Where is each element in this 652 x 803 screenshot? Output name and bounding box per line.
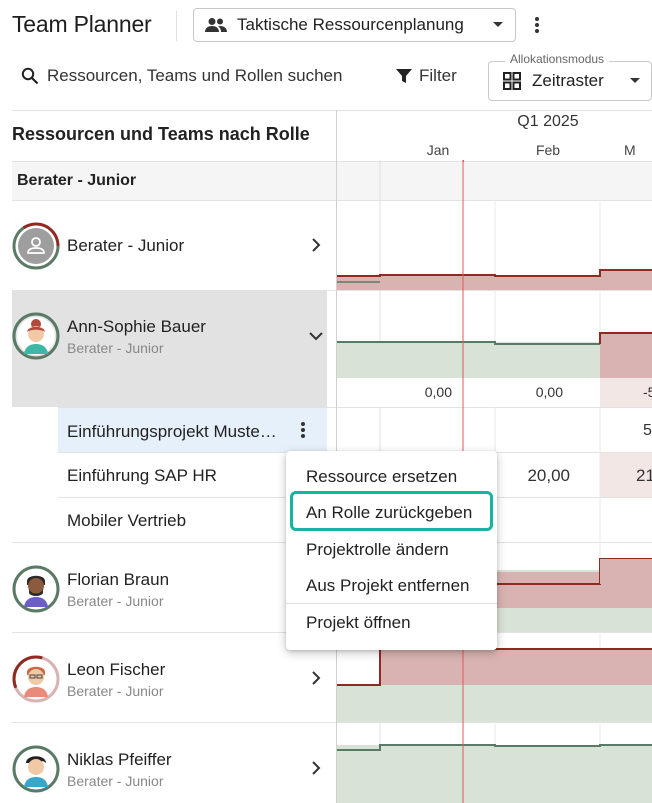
dropdown-arrow-icon [493, 22, 503, 27]
avatar [12, 565, 60, 613]
header-divider [176, 11, 177, 41]
selected-resource-row [12, 291, 327, 407]
resource-column-header: Ressourcen und Teams nach Rolle [12, 124, 310, 144]
allocation-mode-value: Zeitraster [532, 71, 604, 90]
row-divider [12, 722, 652, 723]
chevron-right-icon[interactable] [309, 671, 323, 685]
context-menu: Ressource ersetzen An Rolle zurückgeben … [286, 451, 497, 650]
month-label: M [624, 142, 636, 158]
menu-item-change-project-role[interactable]: Projektrolle ändern [306, 540, 449, 559]
view-selector-label: Taktische Ressourcenplanung [237, 15, 464, 34]
more-vert-icon[interactable] [526, 13, 548, 37]
quarter-label: Q1 2025 [517, 113, 579, 130]
month-label: Jan [426, 142, 450, 158]
chevron-down-icon[interactable] [309, 329, 323, 343]
month-label: Feb [535, 142, 561, 158]
search-placeholder: Ressourcen, Teams und Rollen suchen [47, 66, 343, 85]
selected-project-row [58, 408, 327, 452]
filter-icon [396, 69, 412, 83]
resource-role: Berater - Junior [67, 683, 164, 699]
group-header-row [12, 162, 652, 201]
allocation-value: 0,00 [535, 384, 563, 400]
resource-name: Leon Fischer [67, 660, 166, 679]
project-name: Mobiler Vertrieb [67, 511, 187, 530]
allocation-mode-select[interactable]: Zeitraster [488, 61, 652, 101]
filter-label: Filter [419, 66, 457, 85]
avatar [12, 222, 60, 270]
allocation-value: -5 [643, 384, 652, 400]
search-input[interactable]: Ressourcen, Teams und Rollen suchen [21, 66, 342, 86]
row-divider [12, 161, 652, 162]
allocation-value: 5 [643, 422, 652, 439]
chevron-right-icon[interactable] [309, 761, 323, 775]
view-selector[interactable]: Taktische Ressourcenplanung [193, 8, 516, 42]
app-title: Team Planner [12, 11, 152, 37]
menu-item-replace-resource[interactable]: Ressource ersetzen [306, 467, 458, 486]
allocation-value: 21 [636, 466, 652, 485]
allocation-value: 0,00 [424, 384, 452, 400]
resource-name: Berater - Junior [67, 236, 185, 255]
menu-item-open-project[interactable]: Projekt öffnen [306, 613, 411, 632]
menu-item-highlight [290, 491, 493, 531]
filter-button[interactable]: Filter [396, 66, 457, 86]
project-name: Einführungsprojekt Muste… [67, 422, 277, 441]
resource-role: Berater - Junior [67, 593, 164, 609]
more-vert-icon[interactable] [300, 421, 306, 439]
allocation-value: 20,00 [527, 466, 570, 485]
menu-item-remove-from-project[interactable]: Aus Projekt entfernen [306, 576, 470, 595]
resource-role: Berater - Junior [67, 773, 164, 789]
resource-name: Niklas Pfeiffer [67, 750, 172, 769]
row-divider [12, 290, 652, 291]
menu-divider [286, 603, 497, 604]
people-icon [205, 18, 227, 32]
avatar [12, 312, 60, 360]
row-divider [58, 407, 652, 408]
allocation-mode-legend: Allokationsmodus [505, 52, 610, 66]
chevron-right-icon[interactable] [309, 238, 323, 252]
group-label: Berater - Junior [17, 172, 137, 189]
grid-icon [503, 72, 521, 90]
avatar [12, 655, 60, 703]
dropdown-arrow-icon [630, 78, 640, 83]
divider [12, 110, 652, 111]
menu-item-return-to-role[interactable]: An Rolle zurückgeben [306, 503, 473, 522]
today-line [463, 160, 464, 162]
search-icon [21, 67, 39, 85]
resource-role: Berater - Junior [67, 340, 164, 356]
resource-name: Florian Braun [67, 570, 170, 589]
resource-name: Ann-Sophie Bauer [67, 317, 206, 336]
avatar [12, 745, 60, 793]
row-divider [12, 200, 652, 201]
project-name: Einführung SAP HR [67, 466, 217, 485]
